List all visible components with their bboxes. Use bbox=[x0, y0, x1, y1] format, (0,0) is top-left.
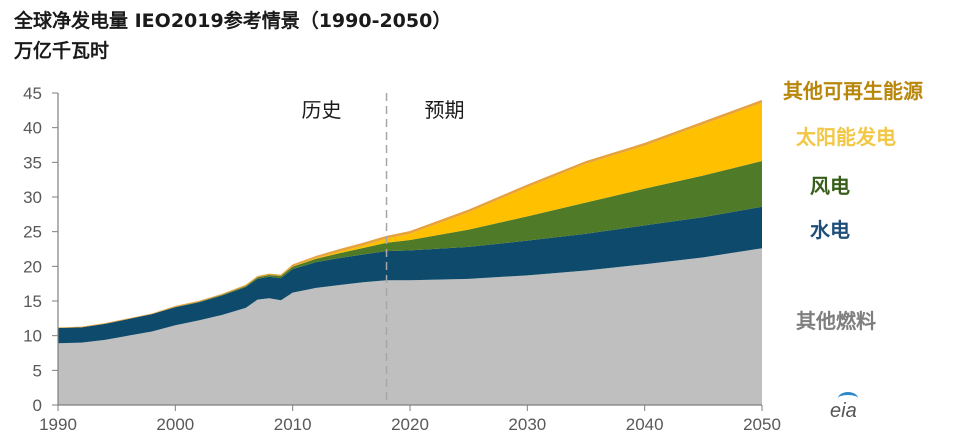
y-tick-label: 0 bbox=[33, 396, 42, 415]
y-tick-label: 15 bbox=[23, 292, 42, 311]
area-series-0 bbox=[58, 248, 762, 405]
y-tick-label: 5 bbox=[33, 361, 42, 380]
legend-label-3: 水电 bbox=[810, 218, 850, 242]
legend-label-4: 其他燃料 bbox=[796, 309, 876, 333]
x-tick-label: 2020 bbox=[391, 415, 429, 434]
x-tick-label: 2010 bbox=[274, 415, 312, 434]
eia-logo: eia bbox=[830, 400, 857, 422]
y-tick-label: 35 bbox=[23, 153, 42, 172]
x-tick-label: 2050 bbox=[743, 415, 781, 434]
area-layers bbox=[58, 99, 762, 405]
phase-label-projection: 预期 bbox=[425, 98, 465, 122]
y-axis-unit-label: 万亿千瓦时 bbox=[14, 40, 110, 62]
eia-logo-arc bbox=[838, 392, 858, 405]
legend-label-2: 风电 bbox=[810, 174, 850, 198]
area-series-1 bbox=[58, 206, 762, 344]
y-tick-label: 45 bbox=[23, 84, 42, 103]
axes: 0 5 10 15 20 25 30 35 40 45 1990 2000 2010 2020 2030 20… bbox=[23, 84, 781, 434]
x-tick-label: 1990 bbox=[39, 415, 77, 434]
x-tick-label: 2030 bbox=[508, 415, 546, 434]
x-tick-label: 2000 bbox=[156, 415, 194, 434]
x-tick-label: 2040 bbox=[626, 415, 664, 434]
phase-label-history: 历史 bbox=[302, 98, 342, 122]
chart-title: 全球净发电量 IEO2019参考情景（1990-2050） bbox=[14, 10, 452, 32]
legend-label-1: 太阳能发电 bbox=[796, 125, 896, 149]
y-tick-label: 10 bbox=[23, 327, 42, 346]
y-tick-label: 40 bbox=[23, 119, 42, 138]
y-tick-label: 25 bbox=[23, 223, 42, 242]
y-tick-label: 30 bbox=[23, 188, 42, 207]
legend-label-0: 其他可再生能源 bbox=[783, 79, 923, 103]
y-tick-label: 20 bbox=[23, 257, 42, 276]
area-series-2 bbox=[58, 160, 762, 329]
